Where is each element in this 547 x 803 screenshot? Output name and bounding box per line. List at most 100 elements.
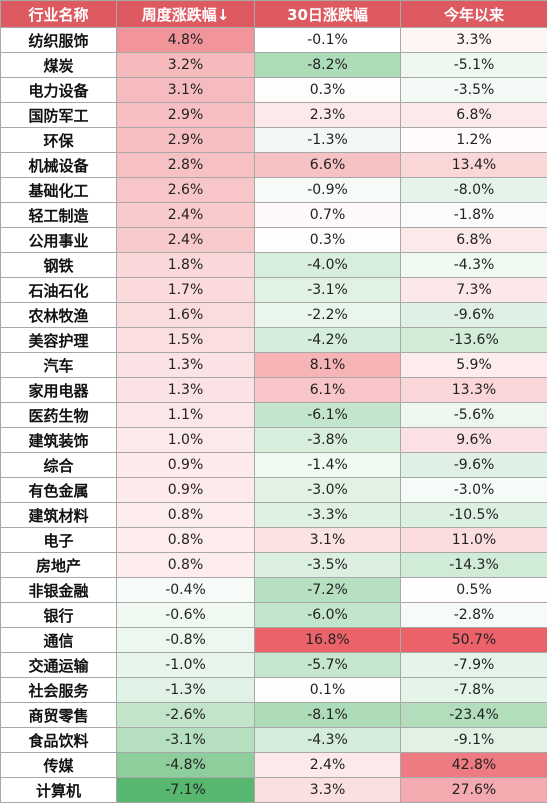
industry-name-cell: 农林牧渔 <box>1 303 117 328</box>
weekly-change-cell: 0.9% <box>117 453 255 478</box>
weekly-change-cell: -3.1% <box>117 728 255 753</box>
table-row: 传媒-4.8%2.4%42.8% <box>1 753 547 778</box>
d30-change-cell: -5.7% <box>255 653 401 678</box>
ytd-change-cell: -13.6% <box>401 328 547 353</box>
ytd-change-cell: 13.3% <box>401 378 547 403</box>
weekly-change-cell: 0.8% <box>117 553 255 578</box>
header-ytd-change[interactable]: 今年以来 <box>401 1 547 28</box>
industry-name-cell: 建筑材料 <box>1 503 117 528</box>
d30-change-cell: -3.0% <box>255 478 401 503</box>
header-industry-name[interactable]: 行业名称 <box>1 1 117 28</box>
industry-name-cell: 轻工制造 <box>1 203 117 228</box>
weekly-change-cell: 1.5% <box>117 328 255 353</box>
d30-change-cell: 3.3% <box>255 778 401 803</box>
ytd-change-cell: -8.0% <box>401 178 547 203</box>
d30-change-cell: -0.1% <box>255 28 401 53</box>
table-row: 食品饮料-3.1%-4.3%-9.1% <box>1 728 547 753</box>
ytd-change-cell: -9.6% <box>401 303 547 328</box>
industry-name-cell: 通信 <box>1 628 117 653</box>
table-row: 交通运输-1.0%-5.7%-7.9% <box>1 653 547 678</box>
header-row: 行业名称 周度涨跌幅↓ 30日涨跌幅 今年以来 <box>1 1 547 28</box>
industry-name-cell: 煤炭 <box>1 53 117 78</box>
ytd-change-cell: -10.5% <box>401 503 547 528</box>
header-30day-change[interactable]: 30日涨跌幅 <box>255 1 401 28</box>
d30-change-cell: 2.3% <box>255 103 401 128</box>
weekly-change-cell: 0.8% <box>117 503 255 528</box>
weekly-change-cell: 1.6% <box>117 303 255 328</box>
d30-change-cell: -1.4% <box>255 453 401 478</box>
ytd-change-cell: -7.8% <box>401 678 547 703</box>
d30-change-cell: 0.3% <box>255 78 401 103</box>
d30-change-cell: 0.7% <box>255 203 401 228</box>
d30-change-cell: -1.3% <box>255 128 401 153</box>
weekly-change-cell: 1.1% <box>117 403 255 428</box>
weekly-change-cell: -0.4% <box>117 578 255 603</box>
weekly-change-cell: -2.6% <box>117 703 255 728</box>
d30-change-cell: 0.1% <box>255 678 401 703</box>
d30-change-cell: -2.2% <box>255 303 401 328</box>
d30-change-cell: -4.0% <box>255 253 401 278</box>
ytd-change-cell: 9.6% <box>401 428 547 453</box>
ytd-change-cell: -3.5% <box>401 78 547 103</box>
table-row: 通信-0.8%16.8%50.7% <box>1 628 547 653</box>
weekly-change-cell: 2.9% <box>117 103 255 128</box>
weekly-change-cell: -1.3% <box>117 678 255 703</box>
industry-name-cell: 房地产 <box>1 553 117 578</box>
ytd-change-cell: 13.4% <box>401 153 547 178</box>
d30-change-cell: -4.2% <box>255 328 401 353</box>
d30-change-cell: -8.2% <box>255 53 401 78</box>
industry-name-cell: 医药生物 <box>1 403 117 428</box>
table-row: 社会服务-1.3%0.1%-7.8% <box>1 678 547 703</box>
weekly-change-cell: 1.3% <box>117 353 255 378</box>
industry-name-cell: 交通运输 <box>1 653 117 678</box>
weekly-change-cell: -0.8% <box>117 628 255 653</box>
header-weekly-change[interactable]: 周度涨跌幅↓ <box>117 1 255 28</box>
industry-name-cell: 机械设备 <box>1 153 117 178</box>
weekly-change-cell: 4.8% <box>117 28 255 53</box>
industry-name-cell: 石油石化 <box>1 278 117 303</box>
weekly-change-cell: -7.1% <box>117 778 255 803</box>
weekly-change-cell: 1.3% <box>117 378 255 403</box>
ytd-change-cell: 27.6% <box>401 778 547 803</box>
industry-name-cell: 商贸零售 <box>1 703 117 728</box>
ytd-change-cell: 0.5% <box>401 578 547 603</box>
d30-change-cell: 6.6% <box>255 153 401 178</box>
industry-name-cell: 传媒 <box>1 753 117 778</box>
d30-change-cell: -3.8% <box>255 428 401 453</box>
ytd-change-cell: 6.8% <box>401 228 547 253</box>
weekly-change-cell: 2.9% <box>117 128 255 153</box>
d30-change-cell: 0.3% <box>255 228 401 253</box>
d30-change-cell: -4.3% <box>255 728 401 753</box>
ytd-change-cell: -9.6% <box>401 453 547 478</box>
ytd-change-cell: -1.8% <box>401 203 547 228</box>
ytd-change-cell: -7.9% <box>401 653 547 678</box>
ytd-change-cell: -3.0% <box>401 478 547 503</box>
ytd-change-cell: 11.0% <box>401 528 547 553</box>
industry-name-cell: 电力设备 <box>1 78 117 103</box>
d30-change-cell: 16.8% <box>255 628 401 653</box>
weekly-change-cell: 1.8% <box>117 253 255 278</box>
industry-name-cell: 公用事业 <box>1 228 117 253</box>
weekly-change-cell: -0.6% <box>117 603 255 628</box>
industry-name-cell: 非银金融 <box>1 578 117 603</box>
ytd-change-cell: 5.9% <box>401 353 547 378</box>
industry-name-cell: 综合 <box>1 453 117 478</box>
